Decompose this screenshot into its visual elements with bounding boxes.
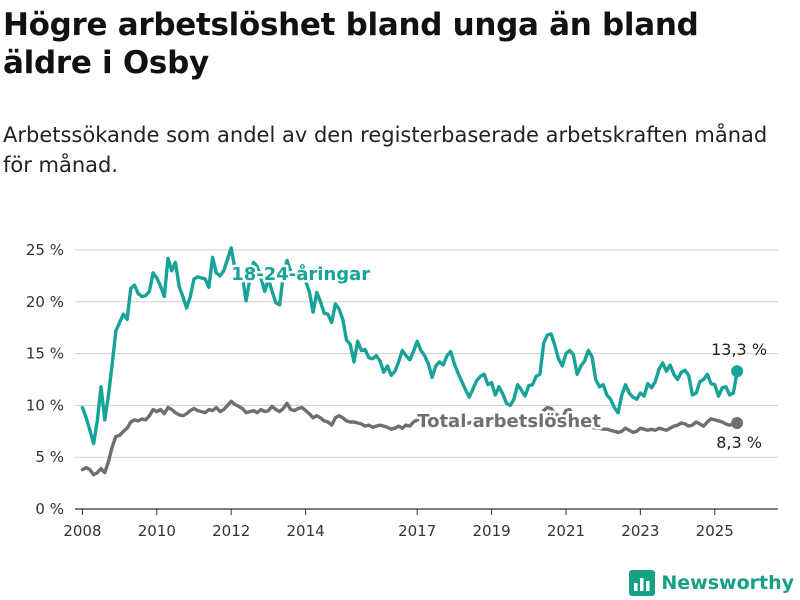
series-label-young: 18-24-åringar [231, 263, 370, 285]
end-label-young: 13,3 % [711, 340, 767, 359]
axes: 0 % 5 % 10 % 15 % 20 % 25 % 2008 2010 2012 2014 20… [26, 241, 734, 540]
series-labels: 13,3 % 8,3 % 18-24-åringar Total arbetslösh… [229, 261, 767, 452]
y-tick-label: 20 % [26, 293, 64, 311]
end-marker-total [731, 417, 744, 430]
y-tick-label: 25 % [26, 241, 64, 259]
x-tick-label: 2025 [696, 522, 734, 540]
gridlines [75, 249, 778, 510]
brand-name: Newsworthy [661, 572, 794, 594]
y-tick-label: 15 % [26, 345, 64, 363]
x-tick-label: 2023 [621, 522, 659, 540]
y-tick-label: 5 % [35, 448, 64, 466]
series-line-total [80, 399, 739, 477]
end-marker-young [731, 365, 744, 378]
x-tick-label: 2010 [138, 522, 176, 540]
newsworthy-logo: Newsworthy [629, 570, 794, 596]
series-lines [80, 246, 739, 477]
x-tick-label: 2008 [63, 522, 101, 540]
x-tick-label: 2014 [287, 522, 325, 540]
x-tick-label: 2019 [472, 522, 510, 540]
y-tick-label: 0 % [35, 500, 64, 518]
chart-title: Högre arbetslöshet bland unga än bland ä… [3, 7, 699, 81]
bar-chart-icon [629, 570, 656, 596]
x-tick-label: 2017 [398, 522, 436, 540]
series-line-young [80, 246, 739, 446]
chart-subtitle: Arbetssökande som andel av den registerb… [3, 123, 768, 177]
y-tick-label: 10 % [26, 396, 64, 414]
end-label-total: 8,3 % [716, 433, 762, 452]
x-tick-label: 2021 [547, 522, 585, 540]
x-tick-label: 2012 [212, 522, 250, 540]
series-label-total: Total arbetslöshet [417, 411, 601, 432]
